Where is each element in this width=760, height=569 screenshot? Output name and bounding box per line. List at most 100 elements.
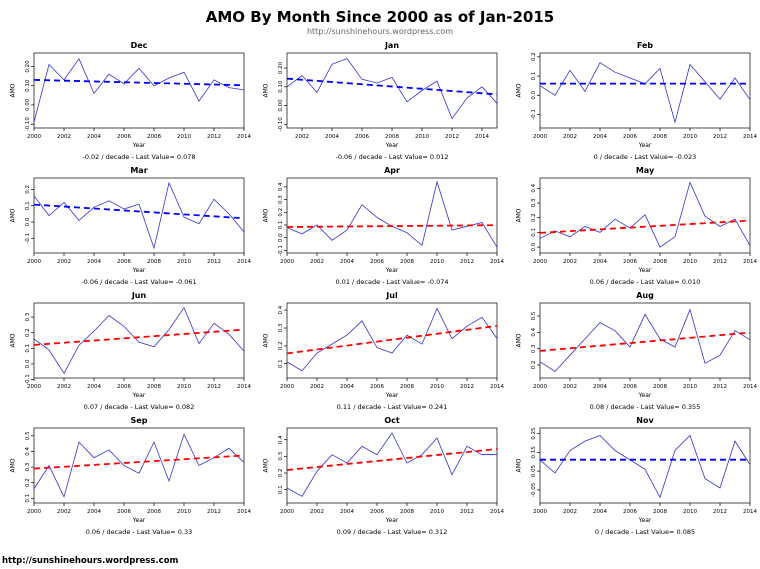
x-tick-label: 2004 (325, 134, 339, 140)
x-tick-label: 2002 (563, 259, 577, 265)
y-axis-label: AMO (262, 83, 269, 97)
trend-caption: 0.06 / decade - Last Value= 0.33 (85, 528, 192, 536)
y-tick-label: 0.1 (25, 201, 31, 210)
plot-border (33, 302, 244, 379)
x-tick-label: 2008 (653, 259, 667, 265)
y-axis-label: AMO (9, 333, 16, 347)
footer-url: http://sunshinehours.wordpress.com (2, 556, 179, 566)
data-line (33, 306, 244, 375)
panel-title: Aug (636, 291, 654, 300)
panel-title: Jan (383, 41, 398, 50)
x-tick-label: 2002 (310, 509, 324, 515)
trend-caption: -0.06 / decade - Last Value= 0.012 (335, 153, 448, 161)
plot-border (286, 177, 497, 254)
chart-svg-jan: Jan -0.10 0.00 0.10 0.20 2002 2004 2006 2008 2010… (262, 41, 497, 161)
x-tick-label: 2000 (533, 259, 547, 265)
y-axis-label: AMO (515, 458, 522, 472)
y-tick-label: -0.1 (25, 374, 31, 385)
x-tick-label: 2002 (310, 259, 324, 265)
x-tick-label: 2012 (207, 134, 221, 140)
x-tick-label: 2014 (475, 134, 489, 140)
x-tick-label: 2000 (280, 509, 294, 515)
panel-title: Sep (130, 416, 147, 425)
x-tick-label: 2012 (460, 259, 474, 265)
y-tick-label: 0.3 (25, 312, 31, 321)
trend-line (33, 328, 244, 346)
panel-title: Oct (384, 416, 400, 425)
x-axis-label: Year (384, 142, 398, 149)
x-tick-label: 2008 (653, 509, 667, 515)
y-tick-label: 0.5 (531, 311, 537, 320)
x-tick-label: 2012 (207, 259, 221, 265)
x-axis-label: Year (131, 142, 145, 149)
y-tick-label: 0.2 (278, 208, 284, 217)
x-tick-label: 2012 (445, 134, 459, 140)
x-axis-label: Year (637, 142, 651, 149)
panel-title: Nov (636, 416, 654, 425)
trend-caption: 0 / decade - Last Value= -0.023 (593, 153, 696, 161)
x-tick-label: 2008 (147, 134, 161, 140)
x-tick-label: 2004 (340, 384, 354, 390)
y-axis-label: AMO (262, 333, 269, 347)
y-tick-label: 0.2 (278, 342, 284, 351)
y-tick-label: 0.3 (278, 323, 284, 332)
x-tick-label: 2002 (57, 384, 71, 390)
x-tick-label: 2014 (490, 259, 504, 265)
x-tick-label: 2010 (177, 384, 191, 390)
y-tick-label: 0.0 (25, 359, 31, 368)
panel-title: Apr (384, 166, 400, 175)
trend-line (286, 325, 497, 355)
data-line (33, 57, 244, 123)
y-tick-label: 0.4 (531, 183, 537, 192)
x-tick-label: 2006 (370, 259, 384, 265)
x-tick-label: 2004 (87, 259, 101, 265)
data-line (539, 308, 750, 373)
x-tick-label: 2000 (533, 509, 547, 515)
x-axis-label: Year (637, 517, 651, 524)
chart-panel-sep: Sep 0.1 0.2 0.3 0.4 0.5 2000 2002 2004 2006 2008 20… (1, 415, 254, 539)
trend-line (33, 79, 244, 87)
y-tick-label: 0.1 (531, 72, 537, 81)
x-axis-label: Year (384, 392, 398, 399)
x-tick-label: 2000 (533, 134, 547, 140)
data-line (539, 181, 750, 248)
y-tick-label: 0.3 (278, 195, 284, 204)
y-tick-label: 0.2 (531, 361, 537, 370)
trend-line (286, 77, 497, 96)
y-tick-label: 0.10 (278, 80, 284, 93)
x-tick-label: 2014 (237, 134, 251, 140)
x-tick-label: 2012 (460, 509, 474, 515)
data-line (539, 62, 750, 124)
trend-caption: 0.11 / decade - Last Value= 0.241 (336, 403, 447, 411)
x-tick-label: 2006 (117, 134, 131, 140)
x-tick-label: 2010 (430, 384, 444, 390)
x-tick-label: 2000 (280, 259, 294, 265)
x-axis-label: Year (131, 517, 145, 524)
x-tick-label: 2000 (533, 384, 547, 390)
y-tick-label: 0.0 (278, 233, 284, 242)
y-tick-label: 0.4 (278, 182, 284, 191)
x-tick-label: 2014 (237, 259, 251, 265)
y-tick-label: 0.2 (531, 52, 537, 61)
chart-panel-jul: Jul 0.1 0.2 0.3 0.4 2000 2002 2004 2006 2008 2010 2… (254, 290, 507, 414)
y-tick-label: 0.1 (278, 485, 284, 494)
plot-border (539, 52, 750, 129)
x-axis-label: Year (637, 267, 651, 274)
trend-caption: -0.02 / decade - Last Value= 0.078 (82, 153, 195, 161)
x-axis-label: Year (384, 517, 398, 524)
y-tick-label: 0.3 (531, 344, 537, 353)
panel-title: Jul (385, 291, 398, 300)
y-axis-label: AMO (515, 83, 522, 97)
x-tick-label: 2006 (623, 134, 637, 140)
trend-caption: -0.06 / decade - Last Value= -0.061 (81, 278, 196, 286)
x-tick-label: 2008 (653, 384, 667, 390)
x-tick-label: 2010 (683, 259, 697, 265)
y-axis-label: AMO (515, 208, 522, 222)
chart-panel-may: May 0.0 0.1 0.2 0.3 0.4 2000 2002 2004 2006 2008 20… (507, 165, 760, 289)
x-tick-label: 2010 (683, 509, 697, 515)
chart-panel-mar: Mar -0.1 0.0 0.1 0.2 2000 2002 2004 2006 2008 2010… (1, 165, 254, 289)
trend-caption: 0.06 / decade - Last Value= 0.010 (589, 278, 700, 286)
x-axis-label: Year (131, 392, 145, 399)
plot-border (539, 427, 750, 504)
chart-panel-jun: Jun -0.1 0.0 0.1 0.2 0.3 2000 2002 2004 2006 2008 2… (1, 290, 254, 414)
